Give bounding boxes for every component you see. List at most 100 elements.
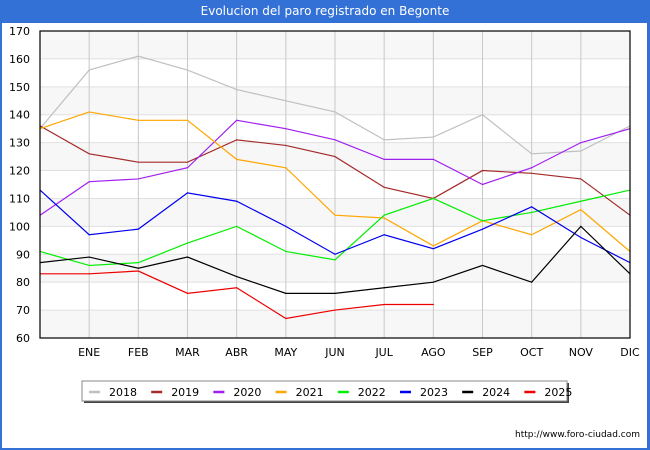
data-point-2021	[432, 245, 434, 247]
data-point-2020	[580, 142, 582, 144]
y-tick-label: 110	[9, 192, 30, 205]
data-point-2023	[88, 234, 90, 236]
data-point-2025	[236, 287, 238, 289]
data-point-2024	[334, 292, 336, 294]
y-tick-label: 60	[16, 332, 30, 345]
footer-url[interactable]: http://www.foro-ciudad.com	[515, 430, 640, 440]
data-point-2025	[383, 303, 385, 306]
data-point-2023	[285, 225, 287, 227]
data-point-2023	[432, 248, 434, 250]
data-point-2019	[580, 178, 582, 180]
data-point-2018	[285, 100, 287, 102]
data-point-2024	[580, 225, 582, 227]
data-point-2019	[88, 153, 90, 155]
data-point-2020	[236, 119, 238, 121]
data-point-2019	[285, 144, 287, 147]
data-point-2020	[186, 167, 189, 169]
y-tick-label: 160	[9, 53, 30, 66]
data-point-2021	[531, 234, 533, 236]
y-tick-label: 170	[9, 25, 30, 38]
data-point-2018	[383, 139, 385, 141]
data-point-2025	[88, 273, 90, 275]
data-point-2018	[236, 89, 238, 91]
data-point-2024	[383, 287, 385, 289]
data-point-2021	[186, 119, 189, 121]
data-point-2023	[481, 228, 484, 230]
data-point-2018	[137, 55, 139, 57]
legend-label: 2018	[109, 386, 137, 399]
data-point-2024	[88, 256, 90, 258]
data-point-2022	[481, 220, 484, 222]
data-point-2023	[334, 253, 336, 255]
data-point-2024	[481, 264, 484, 267]
data-point-2022	[383, 214, 385, 216]
y-tick-label: 140	[9, 109, 30, 122]
data-point-2019	[186, 161, 189, 163]
data-point-2023	[531, 206, 533, 208]
data-point-2019	[383, 186, 385, 188]
data-point-2021	[236, 158, 238, 160]
data-point-2023	[137, 228, 139, 230]
data-point-2019	[334, 155, 336, 158]
data-point-2025	[285, 317, 287, 320]
data-point-2023	[186, 192, 189, 194]
data-point-2019	[137, 161, 139, 163]
data-point-2020	[137, 178, 139, 180]
data-point-2022	[88, 264, 90, 267]
data-point-2024	[137, 267, 139, 269]
data-point-2021	[137, 119, 139, 121]
x-tick-label: NOV	[569, 346, 594, 359]
legend-label: 2022	[358, 386, 386, 399]
data-point-2021	[580, 209, 582, 211]
data-point-2025	[334, 309, 336, 311]
legend-box	[81, 380, 568, 402]
data-point-2022	[236, 225, 238, 227]
data-point-2020	[88, 181, 90, 183]
y-tick-label: 120	[9, 165, 30, 178]
x-tick-label: ABR	[225, 346, 248, 359]
x-tick-label: JUN	[324, 346, 345, 359]
legend-label: 2020	[233, 386, 261, 399]
data-point-2018	[580, 150, 582, 152]
data-point-2024	[432, 281, 434, 283]
y-axis-ticks: 60 70 80 90 100 110 120 130 140 150 160 170	[9, 25, 30, 345]
data-point-2022	[186, 242, 189, 244]
data-point-2022	[580, 200, 582, 202]
y-tick-label: 130	[9, 137, 30, 150]
data-point-2020	[531, 167, 533, 169]
data-point-2019	[531, 172, 533, 174]
legend-label: 2024	[482, 386, 510, 399]
data-point-2021	[88, 111, 90, 113]
data-point-2023	[580, 236, 582, 239]
x-tick-label: FEB	[128, 346, 149, 359]
data-point-2018	[481, 114, 484, 116]
data-point-2021	[334, 214, 336, 216]
series-lines	[39, 55, 631, 320]
legend-label: 2023	[420, 386, 448, 399]
chart-title: Evolucion del paro registrado en Begonte	[200, 4, 450, 18]
legend-label: 2025	[544, 386, 572, 399]
y-tick-label: 90	[16, 248, 30, 261]
data-point-2022	[432, 197, 434, 200]
legend-label: 2021	[296, 386, 324, 399]
data-point-2021	[383, 217, 385, 219]
y-tick-label: 150	[9, 81, 30, 94]
y-tick-label: 80	[16, 276, 30, 289]
x-axis-ticks: ENE FEB MAR ABR MAY JUN JUL AGO SEP OCT NOV DIC	[78, 346, 640, 359]
x-tick-label: JUL	[374, 346, 393, 359]
data-point-2022	[285, 250, 287, 253]
data-point-2022	[531, 211, 533, 214]
data-point-2020	[334, 139, 336, 141]
data-point-2020	[285, 128, 287, 130]
data-point-2022	[137, 262, 139, 264]
data-point-2024	[531, 281, 533, 283]
data-point-2024	[285, 292, 287, 294]
data-point-2020	[432, 158, 434, 160]
x-tick-label: OCT	[520, 346, 543, 359]
x-tick-label: AGO	[421, 346, 446, 359]
data-point-2018	[531, 153, 533, 155]
data-point-2019	[236, 139, 238, 141]
data-point-2023	[383, 234, 385, 236]
data-point-2018	[334, 111, 336, 113]
